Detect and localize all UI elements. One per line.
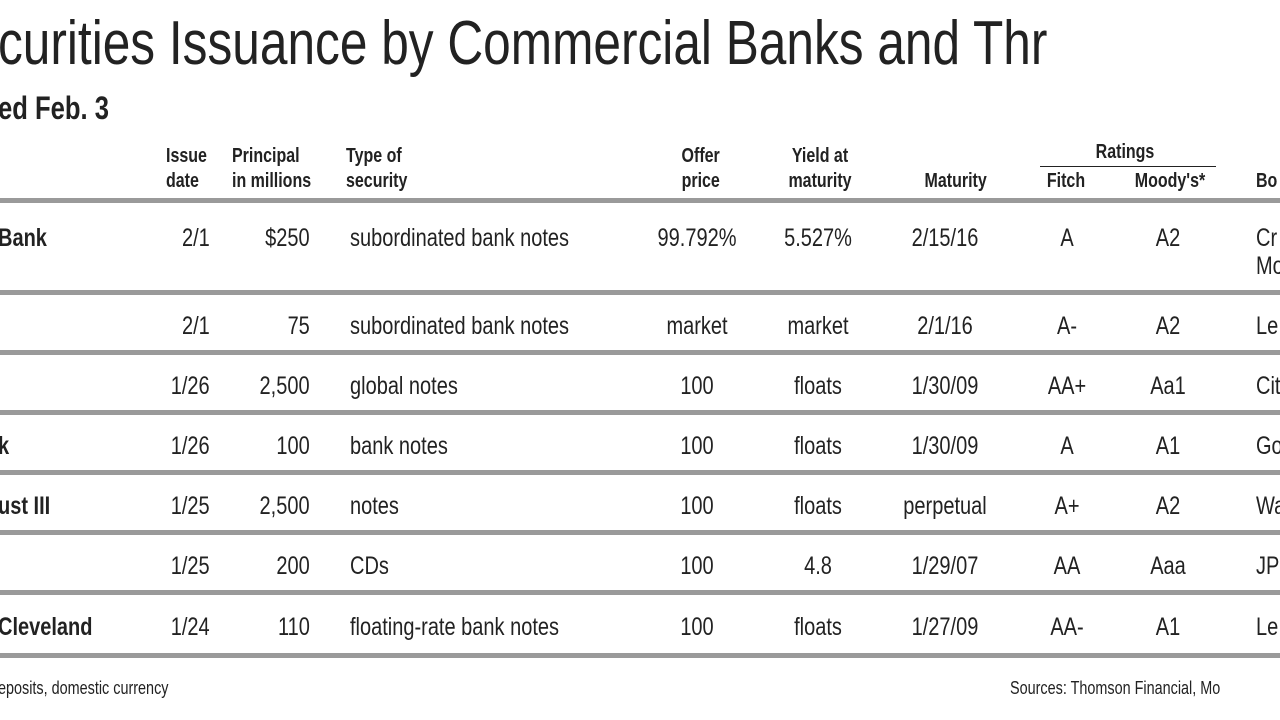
cell: A2 (1155, 491, 1181, 520)
cell: A1 (1155, 612, 1181, 641)
cell: 100 (680, 371, 714, 400)
subtitle: ed Feb. 3 (0, 90, 109, 126)
cell: floating-rate bank notes (350, 612, 560, 641)
cell: Aa1 (1150, 371, 1186, 400)
cell: 2,500 (259, 371, 310, 400)
cell: global notes (350, 371, 458, 400)
cell: Wa (1256, 491, 1280, 520)
column-header: Type of (346, 145, 402, 167)
cell: floats (794, 612, 842, 641)
title: curities Issuance by Commercial Banks an… (0, 9, 1048, 78)
cell: $250 (265, 223, 311, 252)
cell: market (666, 311, 728, 340)
cell: A- (1057, 311, 1077, 340)
row-rule (0, 350, 1280, 355)
cell: Le (1256, 612, 1279, 641)
cell: 100 (680, 431, 714, 460)
column-header: Yield at (791, 145, 849, 167)
cell: perpetual (903, 491, 987, 520)
cell: 1/30/09 (911, 371, 979, 400)
cell: Cr (1256, 223, 1278, 252)
ratings-rule (1040, 166, 1216, 167)
row-rule (0, 530, 1280, 535)
cell: 2,500 (259, 491, 310, 520)
cell: floats (794, 371, 842, 400)
row-rule (0, 290, 1280, 295)
cell: 200 (276, 551, 310, 580)
cell: A1 (1155, 431, 1181, 460)
cell: 2/1 (182, 223, 210, 252)
cell: subordinated bank notes (350, 223, 570, 252)
column-header: in millions (232, 170, 312, 192)
row-rule (0, 470, 1280, 475)
column-header: Fitch (1046, 170, 1086, 192)
cell: A+ (1054, 491, 1080, 520)
cell: Aaa (1150, 551, 1186, 580)
cell: 100 (680, 612, 714, 641)
column-header: Moody's* (1134, 170, 1206, 192)
cell: Cit (1256, 371, 1280, 400)
issuer: Cleveland (0, 612, 93, 641)
cell: 100 (680, 491, 714, 520)
cell: A2 (1155, 311, 1181, 340)
cell: 1/25 (171, 491, 210, 520)
column-header: security (346, 170, 408, 192)
cell: 2/1 (182, 311, 210, 340)
cell: 2/15/16 (911, 223, 979, 252)
row-rule (0, 198, 1280, 203)
cell: JP (1256, 551, 1280, 580)
cell: 75 (287, 311, 310, 340)
issuer: Bank (0, 223, 47, 252)
column-header: price (681, 170, 720, 192)
column-header: Maturity (924, 170, 987, 192)
footnote: eposits, domestic currency (0, 678, 169, 698)
sources: Sources: Thomson Financial, Mo (1010, 678, 1221, 698)
cell: 1/30/09 (911, 431, 979, 460)
cell: A (1060, 431, 1074, 460)
cell: 5.527% (784, 223, 852, 252)
row-rule (0, 653, 1280, 658)
cell: 100 (680, 551, 714, 580)
issuer: ust III (0, 491, 51, 520)
cell: AA (1053, 551, 1081, 580)
column-header: Offer (681, 145, 720, 167)
cell: 1/26 (171, 371, 210, 400)
cell: Mo (1256, 251, 1280, 280)
cell: A2 (1155, 223, 1181, 252)
cell: 1/24 (171, 612, 210, 641)
row-rule (0, 590, 1280, 595)
cell: subordinated bank notes (350, 311, 570, 340)
column-header: Bo (1256, 170, 1278, 192)
cell: 1/25 (171, 551, 210, 580)
cell: 4.8 (804, 551, 832, 580)
cell: AA+ (1047, 371, 1087, 400)
row-rule (0, 410, 1280, 415)
cell: 1/26 (171, 431, 210, 460)
column-header: maturity (788, 170, 852, 192)
cell: floats (794, 491, 842, 520)
cell: bank notes (350, 431, 448, 460)
column-header: Issue (166, 145, 207, 167)
column-header: Principal (232, 145, 300, 167)
issuer: k (0, 433, 9, 459)
cell: market (787, 311, 849, 340)
cell: CDs (350, 551, 389, 580)
cell: 1/27/09 (911, 612, 979, 641)
cell: AA- (1050, 612, 1084, 641)
ratings-header: Ratings (1095, 141, 1155, 163)
cell: notes (350, 491, 399, 520)
cell: A (1060, 223, 1074, 252)
cell: 1/29/07 (911, 551, 979, 580)
column-header: date (166, 170, 199, 192)
cell: 99.792% (657, 223, 737, 252)
cell: floats (794, 431, 842, 460)
cell: 2/1/16 (917, 311, 973, 340)
cell: 100 (276, 431, 310, 460)
cell: Le (1256, 311, 1279, 340)
cell: Go (1256, 431, 1280, 460)
cell: 110 (278, 612, 310, 641)
